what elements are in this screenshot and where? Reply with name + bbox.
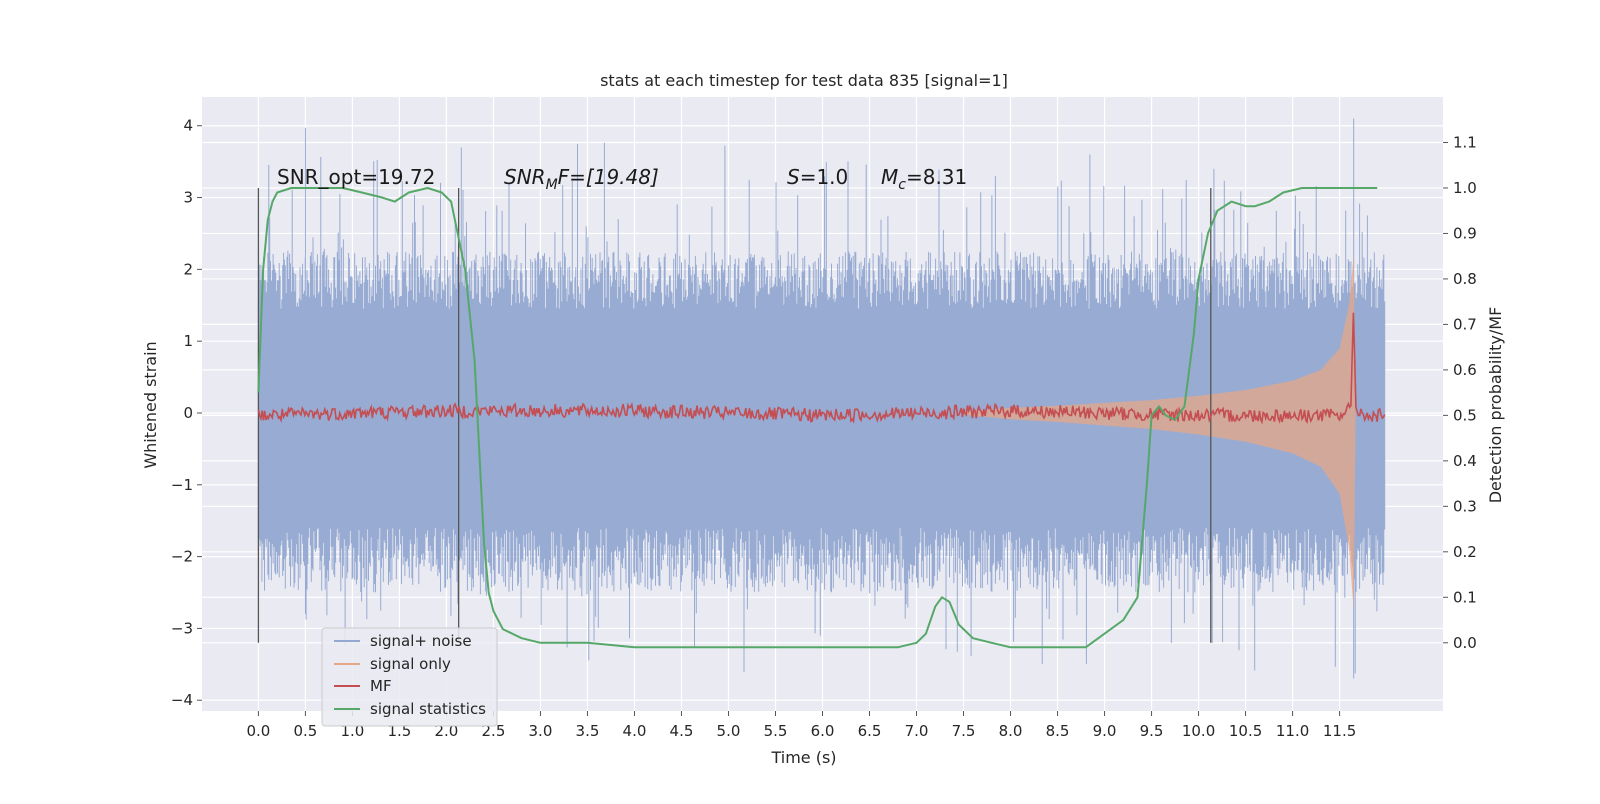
y-tick-label: −4: [171, 691, 193, 709]
x-tick-label: 9.5: [1140, 722, 1164, 740]
x-tick-label: 11.0: [1276, 722, 1309, 740]
y-tick-label: 2: [183, 260, 193, 278]
y2-tick-label: 0.1: [1453, 588, 1477, 606]
x-tick-label: 8.0: [999, 722, 1023, 740]
mf-series: [257, 312, 1386, 425]
y2-tick-label: 0.3: [1453, 497, 1477, 515]
y2-tick-label: 0.4: [1453, 452, 1477, 470]
y-tick-label: 3: [183, 189, 193, 207]
x-tick-label: 7.0: [905, 722, 929, 740]
x-tick-label: 7.5: [952, 722, 976, 740]
y-tick-label: −3: [171, 619, 193, 637]
x-tick-label: 3.5: [576, 722, 600, 740]
chart-title: stats at each timestep for test data 835…: [600, 71, 1008, 90]
x-tick-label: 4.5: [670, 722, 694, 740]
annotation-snr-mf-rest: F=[19.48]: [558, 165, 659, 189]
annotation-mc-sub: c: [898, 177, 906, 193]
x-tick-label: 8.5: [1046, 722, 1070, 740]
y2-tick-label: 0.9: [1453, 224, 1477, 242]
signal-only-series: [963, 255, 1356, 611]
x-tick-label: 5.5: [764, 722, 788, 740]
x-tick-label: 10.0: [1182, 722, 1215, 740]
legend-label-signal-only: signal only: [370, 655, 451, 673]
annotation-mc: Mc=8.31: [881, 165, 967, 193]
y2-axis-label: Detection probability/MF: [1486, 307, 1505, 504]
annotation-snr-mf: SNRMF=[19.48]: [504, 165, 659, 193]
y2-tick-label: 0.7: [1453, 315, 1477, 333]
x-tick-label: 6.5: [858, 722, 882, 740]
annotation-snr-opt: SNR_opt=19.72: [277, 165, 435, 189]
y-tick-label: 1: [183, 332, 193, 350]
legend-label-signal-noise: signal+ noise: [370, 632, 472, 650]
x-tick-label: 11.5: [1323, 722, 1356, 740]
annotation-snr-mf-main: SNR: [504, 165, 546, 189]
y2-tick-label: 1.0: [1453, 179, 1477, 197]
y-tick-label: 4: [183, 117, 193, 135]
x-tick-label: 10.5: [1229, 722, 1262, 740]
x-tick-label: 0.5: [293, 722, 317, 740]
y-tick-label: 0: [183, 404, 193, 422]
signal-statistics-series: [257, 187, 1378, 649]
x-tick-label: 3.0: [529, 722, 553, 740]
y-axis-label: Whitened strain: [141, 341, 160, 468]
y2-tick-label: 0.6: [1453, 361, 1477, 379]
annotation-mc-main: M: [881, 165, 898, 189]
annotation-mc-rest: =8.31: [906, 165, 967, 189]
y2-tick-label: 0.5: [1453, 406, 1477, 424]
legend-label-signal-statistics: signal statistics: [370, 700, 486, 718]
y2-tick-label: 0.8: [1453, 270, 1477, 288]
annotation-snr-mf-sub: M: [546, 177, 558, 193]
x-tick-label: 4.0: [623, 722, 647, 740]
annotation-s-rest: =1.0: [800, 165, 849, 189]
x-axis-label: Time (s): [770, 748, 836, 767]
legend: signal+ noise signal only MF signal stat…: [321, 627, 498, 727]
y-tick-label: −2: [171, 548, 193, 566]
x-tick-label: 6.0: [811, 722, 835, 740]
y2-tick-label: 1.1: [1453, 133, 1477, 151]
y2-tick-label: 0.2: [1453, 543, 1477, 561]
y-tick-label: −1: [171, 476, 193, 494]
x-tick-label: 5.0: [717, 722, 741, 740]
x-tick-label: 0.0: [246, 722, 270, 740]
annotation-s-main: S: [787, 165, 800, 189]
legend-box: [321, 627, 498, 727]
x-tick-label: 9.0: [1093, 722, 1117, 740]
annotation-s: S=1.0: [787, 165, 848, 189]
legend-label-mf: MF: [370, 677, 392, 695]
y2-tick-label: 0.0: [1453, 634, 1477, 652]
